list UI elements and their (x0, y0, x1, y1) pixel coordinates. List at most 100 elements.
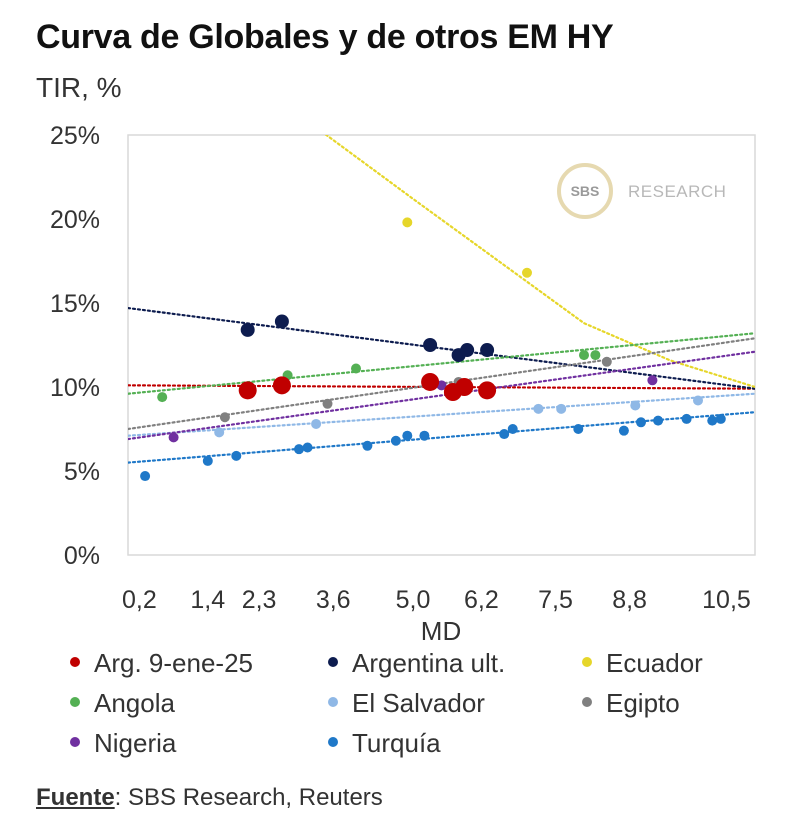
y-tick-label: 0% (64, 542, 100, 570)
point-angola (351, 363, 361, 374)
point-el-salvador (693, 395, 703, 406)
point-argentina-ult (423, 338, 438, 352)
trendline-el-salvador (128, 392, 755, 437)
watermark-text: RESEARCH (628, 182, 726, 201)
point-turqu-a (653, 415, 664, 426)
x-tick-label: 6,2 (464, 586, 499, 614)
chart-title: Curva de Globales y de otros EM HY (36, 18, 614, 56)
legend-item: El Salvador (328, 688, 485, 719)
point-arg-9-ene-25 (272, 376, 291, 395)
legend-marker-icon (70, 657, 80, 668)
legend-label: El Salvador (352, 688, 485, 718)
point-turqu-a (140, 471, 151, 482)
point-angola (157, 392, 168, 403)
point-ecuador (522, 267, 532, 278)
y-tick-label: 20% (50, 206, 100, 234)
point-egipto (322, 398, 333, 409)
legend-marker-icon (582, 657, 592, 668)
point-egipto (601, 356, 612, 367)
point-turqu-a (302, 442, 313, 453)
point-arg-9-ene-25 (238, 381, 257, 400)
point-argentina-ult (460, 343, 475, 358)
point-turqu-a (636, 417, 646, 428)
point-argentina-ult (240, 322, 255, 337)
y-tick-label: 25% (50, 122, 100, 150)
x-tick-label: 8,8 (612, 586, 647, 614)
point-ecuador (402, 217, 413, 228)
x-tick-label: 2,3 (242, 586, 277, 614)
legend-marker-icon (70, 697, 80, 708)
y-tick-label: 10% (50, 374, 100, 402)
point-turqu-a (402, 430, 413, 441)
point-turqu-a (573, 424, 584, 434)
y-tick-label: 5% (64, 458, 100, 486)
legend-label: Nigeria (94, 728, 177, 758)
plot-area (127, 134, 756, 556)
y-axis: 0% 5% 10% 15% 20% 25% (50, 122, 100, 570)
legend-label: Ecuador (606, 648, 703, 678)
legend-item: Argentina ult. (328, 648, 505, 679)
legend-item: Nigeria (70, 728, 176, 759)
chart-subtitle: TIR, % (36, 72, 122, 103)
x-axis: 0,2 1,4 2,3 3,6 5,0 6,2 7,5 8,8 10,5 (122, 586, 751, 614)
x-tick-label: 0,2 (122, 586, 157, 614)
x-axis-label: MD (421, 616, 461, 646)
trendline-argentina-ult (128, 306, 755, 390)
point-argentina-ult (274, 314, 289, 329)
point-turqu-a (681, 413, 692, 424)
y-tick-label: 15% (50, 290, 100, 318)
point-turqu-a (390, 435, 401, 446)
point-el-salvador (311, 418, 322, 429)
point-turqu-a (231, 450, 242, 461)
watermark: SBS RESEARCH (557, 163, 726, 219)
trendline-arg-9-ene-25 (128, 384, 755, 390)
point-turqu-a (499, 429, 510, 440)
legend-marker-icon (328, 657, 338, 668)
point-el-salvador (214, 427, 225, 438)
point-egipto (219, 412, 230, 423)
x-tick-label: 5,0 (396, 586, 431, 614)
point-nigeria (647, 375, 658, 386)
trendline-nigeria (128, 350, 755, 441)
legend-label: Egipto (606, 688, 680, 718)
legend-label: Angola (94, 688, 175, 718)
point-nigeria (168, 432, 179, 443)
point-turqu-a (362, 440, 373, 451)
legend-marker-icon (70, 737, 80, 748)
scatter-chart: SBS RESEARCH 0% 5% 10% 15% 20% 25% 0,2 1,4 2,3 3… (50, 122, 756, 646)
legend-item: Ecuador (582, 648, 703, 679)
point-angola (579, 350, 589, 361)
watermark-badge-icon (557, 163, 613, 219)
point-el-salvador (533, 403, 544, 414)
legend-label: Argentina ult. (352, 648, 506, 678)
trendline-angola (128, 332, 755, 395)
point-arg-9-ene-25 (455, 378, 474, 396)
point-turqu-a (294, 444, 304, 455)
source-label: Fuente (36, 784, 115, 811)
point-arg-9-ene-25 (478, 381, 497, 400)
point-turqu-a (419, 430, 430, 441)
legend-marker-icon (328, 697, 338, 708)
legend-label: Arg. 9-ene-25 (94, 648, 253, 678)
data-points (140, 217, 726, 482)
x-tick-label: 7,5 (538, 586, 573, 614)
point-arg-9-ene-25 (421, 372, 440, 391)
point-angola (590, 350, 601, 361)
source-text: : SBS Research, Reuters (114, 784, 383, 811)
watermark-badge: SBS (571, 183, 600, 199)
x-tick-label: 1,4 (190, 586, 225, 614)
x-tick-label: 10,5 (702, 586, 751, 614)
legend-item: Angola (70, 688, 175, 719)
point-turqu-a (507, 424, 518, 434)
legend-item: Arg. 9-ene-25 (70, 648, 253, 679)
legend-marker-icon (328, 737, 338, 748)
trendline-ecuador (324, 135, 755, 389)
legend-marker-icon (582, 697, 592, 708)
point-argentina-ult (480, 343, 495, 358)
point-turqu-a (618, 425, 629, 436)
point-turqu-a (202, 455, 213, 466)
legend-label: Turquía (352, 728, 441, 758)
point-el-salvador (630, 400, 641, 411)
legend-item: Egipto (582, 688, 680, 719)
point-turqu-a (715, 413, 726, 424)
